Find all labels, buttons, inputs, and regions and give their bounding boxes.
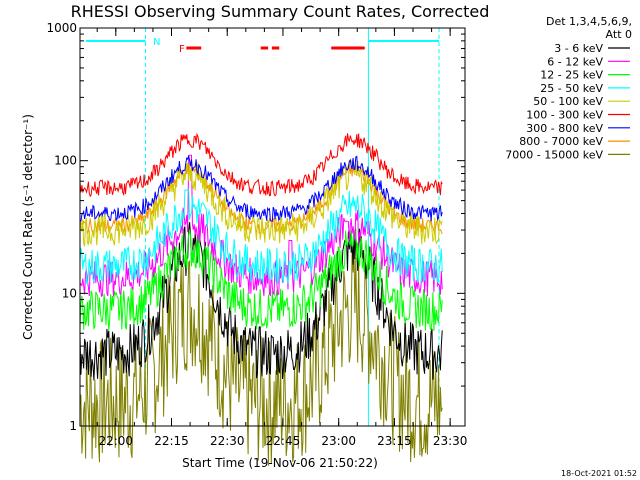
- x-tick-label-2: 22:30: [210, 434, 245, 448]
- plot-area: NF: [79, 28, 443, 466]
- legend-header-line-2: Att 0: [606, 28, 632, 41]
- y-axis-label: Corrected Count Rate (s⁻¹ detector⁻¹): [21, 114, 35, 340]
- timestamp: 18-Oct-2021 01:52: [561, 469, 637, 478]
- y-tick-label-2: 100: [54, 154, 77, 168]
- series-line-2: [79, 227, 443, 331]
- y-axis: 1 10 100 1000: [46, 21, 465, 433]
- flag-label-n: N: [153, 37, 160, 48]
- x-tick-label-6: 23:30: [433, 434, 468, 448]
- series-line-8: [79, 249, 443, 466]
- x-axis: 22:00 22:15 22:30 22:45 23:00 23:15 23:30: [96, 28, 468, 448]
- x-tick-label-5: 23:15: [377, 434, 412, 448]
- series-line-5: [79, 132, 443, 198]
- plot-frame: [79, 27, 466, 427]
- x-axis-label: Start Time (19-Nov-06 21:50:22): [182, 456, 378, 470]
- legend-label-2: 12 - 25 keV: [540, 69, 603, 82]
- legend-label-1: 6 - 12 keV: [547, 55, 603, 68]
- legend-label-6: 300 - 800 keV: [526, 122, 603, 135]
- series-line-4: [79, 159, 443, 248]
- y-tick-label-1: 10: [62, 286, 77, 300]
- legend-label-5: 100 - 300 keV: [526, 109, 603, 122]
- series-line-6: [79, 155, 443, 223]
- x-tick-label-3: 22:45: [266, 434, 301, 448]
- legend-label-7: 800 - 7000 keV: [519, 135, 603, 148]
- chart-title: RHESSI Observing Summary Count Rates, Co…: [71, 2, 490, 21]
- series-line-3: [79, 189, 443, 285]
- x-tick-label-4: 23:00: [321, 434, 356, 448]
- y-tick-label-3: 1000: [46, 21, 77, 35]
- x-tick-label-1: 22:15: [154, 434, 189, 448]
- x-tick-label-0: 22:00: [98, 434, 133, 448]
- series-line-0: [79, 222, 443, 381]
- y-tick-label-0: 1: [69, 419, 77, 433]
- series-line-1: [79, 154, 443, 298]
- flag-label-f: F: [179, 44, 185, 55]
- legend-label-8: 7000 - 15000 keV: [505, 148, 603, 161]
- legend-header-line-1: Det 1,3,4,5,6,9,: [546, 15, 632, 28]
- legend-label-0: 3 - 6 keV: [554, 42, 603, 55]
- legend-label-3: 25 - 50 keV: [540, 82, 603, 95]
- legend-label-4: 50 - 100 keV: [533, 95, 603, 108]
